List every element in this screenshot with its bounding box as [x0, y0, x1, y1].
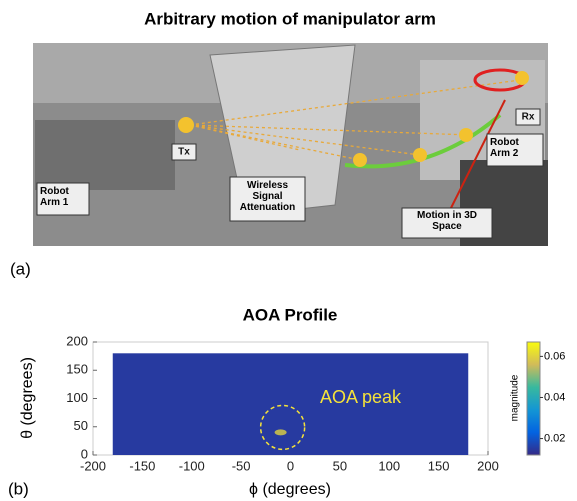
- chart-title: AOA Profile: [243, 305, 338, 324]
- panel-a-title: Arbitrary motion of manipulator arm: [144, 9, 436, 28]
- y-tick-label: 150: [66, 362, 88, 377]
- y-axis-label: θ (degrees): [19, 357, 36, 439]
- x-tick-label: 0: [287, 458, 294, 473]
- x-tick-label: 100: [378, 458, 400, 473]
- x-tick-label: 50: [333, 458, 347, 473]
- heatmap-background: [112, 353, 469, 455]
- tag-arm2: Robot Arm 2: [490, 137, 519, 159]
- y-tick-label: 0: [81, 446, 88, 461]
- x-tick-label: -100: [179, 458, 205, 473]
- x-tick-label: -50: [232, 458, 251, 473]
- colorbar: [526, 341, 541, 456]
- tag-tx: Tx: [178, 147, 190, 158]
- x-tick-label: -150: [129, 458, 155, 473]
- colorbar-tick-label: 0.06: [544, 350, 565, 362]
- x-axis-label: ϕ (degrees): [249, 481, 331, 498]
- x-tick-label: 150: [428, 458, 450, 473]
- peak-highlight: [259, 404, 306, 451]
- panel-b-label: (b): [8, 479, 29, 498]
- y-tick-label: 50: [74, 418, 88, 433]
- colorbar-tick-label: 0.04: [544, 391, 565, 403]
- colorbar-label: magnitude: [510, 374, 521, 421]
- x-tick-label: 200: [477, 458, 499, 473]
- tag-arm1: Robot Arm 1: [40, 186, 69, 208]
- panel-a-label: (a): [10, 259, 31, 278]
- y-tick-label: 100: [66, 390, 88, 405]
- x-tick-label: -200: [80, 458, 106, 473]
- photo: [33, 43, 548, 246]
- peak: [274, 429, 287, 436]
- annotation: AOA peak: [320, 387, 402, 407]
- y-tick-label: 200: [66, 333, 88, 348]
- tag-motion: Motion in 3D Space: [417, 210, 477, 232]
- tag-rx: Rx: [522, 112, 535, 123]
- colorbar-tick-label: 0.02: [544, 432, 565, 444]
- tag-attenuation: Wireless Signal Attenuation: [239, 180, 296, 213]
